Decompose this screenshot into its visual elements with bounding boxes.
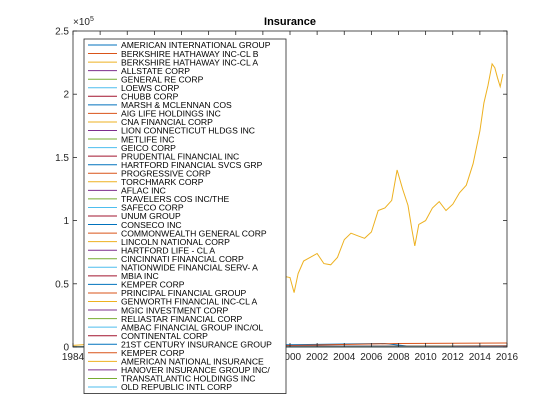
legend-entry: TRAVELERS COS INC/THE: [121, 194, 230, 204]
legend-entry: RELIASTAR FINANCIAL CORP: [121, 314, 243, 324]
legend-box: [83, 38, 287, 394]
legend-entry: ALLSTATE CORP: [121, 66, 190, 76]
y-tick-label: 2: [63, 90, 69, 101]
x-tick-label: 2002: [306, 352, 329, 363]
legend-entry: KEMPER CORP: [121, 280, 185, 290]
legend-entry: MBIA INC: [121, 271, 159, 281]
legend-entry: AMBAC FINANCIAL GROUP INC/OL: [121, 322, 264, 332]
legend-entry: AMERICAN INTERNATIONAL GROUP: [121, 40, 271, 50]
y-tick-label: 1.5: [55, 153, 69, 164]
x-tick-label: 1984: [62, 352, 85, 363]
legend-entry: AFLAC INC: [121, 186, 166, 196]
legend-entry: LOEWS CORP: [121, 83, 180, 93]
legend-entry: GENERAL RE CORP: [121, 74, 204, 84]
y-tick-label: 0: [63, 343, 69, 354]
legend-entry: KEMPER CORP: [121, 348, 185, 358]
legend-entry: MGIC INVESTMENT CORP: [121, 305, 229, 315]
legend-entry: COMMONWEALTH GENERAL CORP: [121, 228, 267, 238]
y-axis: 0 0.5 1 1.5 2 2.5: [55, 27, 507, 354]
x-tick-label: 2000: [279, 352, 302, 363]
x-tick-label: 2010: [415, 352, 438, 363]
y-exponent-label: ×105: [73, 16, 94, 28]
x-tick-label: 2014: [469, 352, 492, 363]
y-tick-label: 0.5: [55, 279, 69, 290]
legend-entry: HARTFORD LIFE - CL A: [121, 245, 215, 255]
legend-entry: HARTFORD FINANCIAL SVCS GRP: [121, 160, 263, 170]
legend-entry: NATIONWIDE FINANCIAL SERV- A: [121, 263, 258, 273]
legend-entry: 21ST CENTURY INSURANCE GROUP: [121, 339, 272, 349]
legend-entry: PROGRESSIVE CORP: [121, 168, 211, 178]
legend-entry: UNUM GROUP: [121, 211, 181, 221]
legend-entry: CONTINENTAL CORP: [121, 331, 208, 341]
x-tick-label: 2012: [442, 352, 465, 363]
x-tick-label: 2006: [360, 352, 383, 363]
chart-title: Insurance: [264, 16, 316, 28]
legend-entry: CONSECO INC: [121, 220, 182, 230]
legend-entry: LINCOLN NATIONAL CORP: [121, 237, 230, 247]
legend-entry: OLD REPUBLIC INTL CORP: [121, 382, 232, 392]
legend-entry: MARSH & MCLENNAN COS: [121, 100, 232, 110]
legend-entry: SAFECO CORP: [121, 203, 184, 213]
x-tick-label: 2016: [496, 352, 519, 363]
legend-entry: METLIFE INC: [121, 134, 174, 144]
x-tick-label: 2004: [333, 352, 356, 363]
legend-entry: BERKSHIRE HATHAWAY INC-CL A: [121, 57, 258, 67]
legend-entry: CNA FINANCIAL CORP: [121, 117, 213, 127]
legend-entry: AIG LIFE HOLDINGS INC: [121, 109, 221, 119]
legend-entry: HANOVER INSURANCE GROUP INC/: [121, 365, 270, 375]
legend-entry: LION CONNECTICUT HLDGS INC: [121, 126, 255, 136]
legend-entry: CINCINNATI FINANCIAL CORP: [121, 254, 244, 264]
y-tick-label: 1: [63, 216, 69, 227]
legend-entry: BERKSHIRE HATHAWAY INC-CL B: [121, 49, 259, 59]
legend-entry: CHUBB CORP: [121, 92, 179, 102]
y-tick-label: 2.5: [55, 27, 69, 38]
legend-entry: GEICO CORP: [121, 143, 176, 153]
legend-entry: GENWORTH FINANCIAL INC-CL A: [121, 297, 258, 307]
legend-entry: PRUDENTIAL FINANCIAL INC: [121, 151, 239, 161]
legend-entry: PRINCIPAL FINANCIAL GROUP: [121, 288, 247, 298]
x-tick-label: 2008: [387, 352, 410, 363]
legend-entry: TORCHMARK CORP: [121, 177, 204, 187]
legend-entry: AMERICAN NATIONAL INSURANCE: [121, 357, 264, 367]
legend-entry: TRANSATLANTIC HOLDINGS INC: [121, 374, 256, 384]
